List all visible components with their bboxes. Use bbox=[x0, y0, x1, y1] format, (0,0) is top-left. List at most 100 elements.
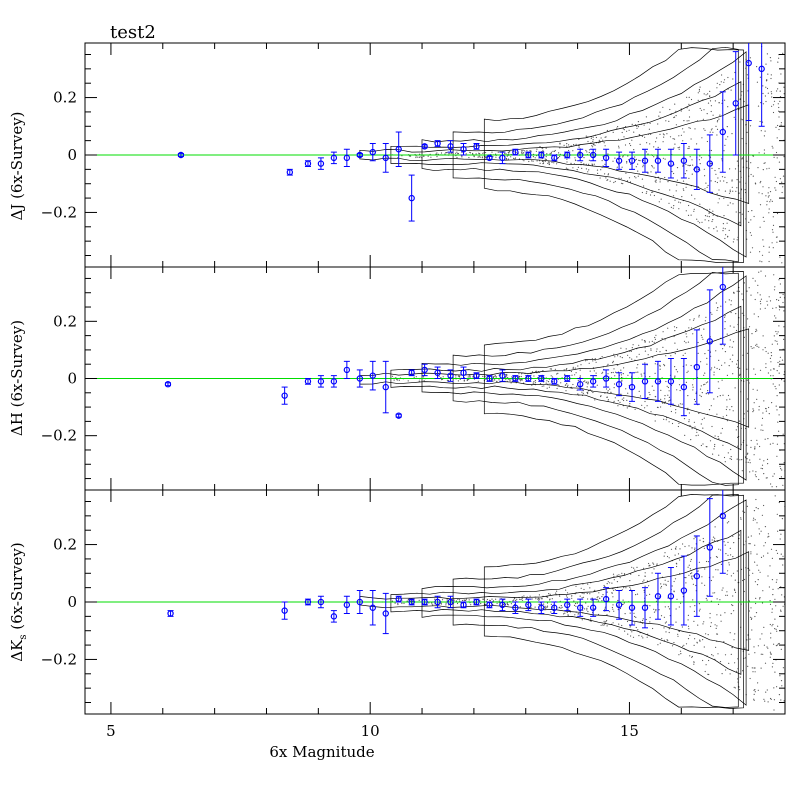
density-dot bbox=[749, 57, 752, 59]
density-dot bbox=[719, 395, 721, 397]
density-dot bbox=[445, 602, 447, 604]
density-dot bbox=[613, 353, 615, 355]
density-dot bbox=[752, 519, 754, 521]
density-dot bbox=[734, 633, 736, 635]
density-dot bbox=[776, 241, 778, 243]
density-dot bbox=[539, 603, 541, 605]
density-dot bbox=[754, 581, 757, 583]
density-dot bbox=[714, 180, 716, 183]
density-dot bbox=[709, 440, 712, 442]
density-dot bbox=[783, 462, 785, 464]
data-point bbox=[343, 154, 351, 162]
density-dot bbox=[759, 598, 761, 600]
density-dot bbox=[586, 386, 588, 388]
density-dot bbox=[759, 300, 762, 302]
density-dot bbox=[747, 567, 749, 570]
density-dot bbox=[660, 198, 662, 200]
density-dot bbox=[539, 146, 541, 148]
density-dot bbox=[661, 337, 663, 340]
density-dot bbox=[607, 391, 609, 393]
density-dot bbox=[708, 393, 710, 395]
density-dot bbox=[664, 579, 666, 581]
density-dot bbox=[698, 610, 701, 612]
density-dot bbox=[753, 699, 755, 701]
x-tick-label: 15 bbox=[620, 722, 639, 740]
density-dot bbox=[775, 151, 778, 154]
density-dot bbox=[519, 379, 521, 381]
density-dot bbox=[750, 446, 752, 448]
density-dot bbox=[772, 442, 774, 444]
density-dot bbox=[705, 393, 707, 395]
density-dot bbox=[762, 429, 764, 431]
data-point bbox=[628, 604, 636, 611]
density-dot bbox=[456, 151, 458, 153]
density-dot bbox=[718, 454, 720, 456]
density-dot bbox=[759, 182, 761, 184]
density-dot bbox=[549, 593, 551, 596]
density-dot bbox=[636, 593, 639, 595]
density-dot bbox=[730, 300, 733, 302]
density-dot bbox=[575, 605, 577, 607]
density-dot bbox=[710, 162, 712, 165]
density-dot bbox=[757, 645, 760, 647]
density-dot bbox=[732, 410, 734, 412]
density-dot bbox=[655, 179, 657, 181]
density-dot bbox=[718, 168, 720, 170]
density-dot bbox=[759, 226, 761, 228]
density-dot bbox=[699, 608, 701, 610]
density-dot bbox=[735, 329, 738, 332]
density-dot bbox=[670, 626, 672, 628]
data-point bbox=[356, 375, 364, 382]
density-dot bbox=[579, 375, 581, 377]
density-dot bbox=[507, 604, 509, 606]
density-dot bbox=[718, 368, 721, 370]
density-dot bbox=[558, 152, 560, 154]
density-dot bbox=[776, 443, 779, 445]
data-point bbox=[473, 372, 480, 379]
density-dot bbox=[765, 410, 768, 412]
density-dot bbox=[733, 542, 735, 544]
density-dot bbox=[760, 130, 762, 132]
density-dot bbox=[559, 595, 561, 597]
density-dot bbox=[782, 52, 784, 54]
density-dot bbox=[539, 383, 542, 385]
density-dot bbox=[721, 673, 723, 675]
density-dot bbox=[734, 579, 736, 581]
density-dot bbox=[759, 120, 761, 123]
density-dot bbox=[544, 158, 546, 160]
density-dot bbox=[753, 402, 755, 404]
data-point bbox=[369, 604, 376, 611]
density-dot bbox=[700, 361, 702, 363]
density-dot bbox=[713, 539, 716, 541]
density-dot bbox=[763, 626, 765, 629]
density-dot bbox=[743, 336, 745, 338]
density-dot bbox=[587, 381, 590, 383]
density-dot bbox=[758, 528, 760, 530]
data-point bbox=[680, 587, 688, 594]
density-dot bbox=[585, 149, 587, 152]
density-dot bbox=[780, 468, 782, 470]
density-dot bbox=[473, 156, 475, 158]
density-dot bbox=[579, 595, 581, 597]
density-dot bbox=[759, 638, 761, 640]
density-dot bbox=[546, 605, 549, 607]
density-dot bbox=[647, 172, 649, 174]
density-dot bbox=[730, 613, 732, 615]
density-dot bbox=[774, 315, 776, 317]
density-dot bbox=[563, 144, 565, 146]
density-dot bbox=[681, 626, 684, 628]
density-dot bbox=[778, 430, 780, 432]
density-dot bbox=[751, 333, 753, 335]
density-dot bbox=[560, 605, 562, 607]
density-dot bbox=[674, 342, 676, 344]
density-dot bbox=[635, 616, 637, 619]
density-dot bbox=[715, 226, 717, 228]
density-dot bbox=[771, 93, 773, 95]
density-dot bbox=[753, 693, 755, 696]
density-dot bbox=[778, 128, 780, 131]
density-dot bbox=[618, 574, 620, 576]
density-dot bbox=[596, 596, 598, 598]
density-dot bbox=[749, 471, 751, 473]
density-dot bbox=[550, 375, 552, 377]
density-dot bbox=[581, 619, 583, 621]
